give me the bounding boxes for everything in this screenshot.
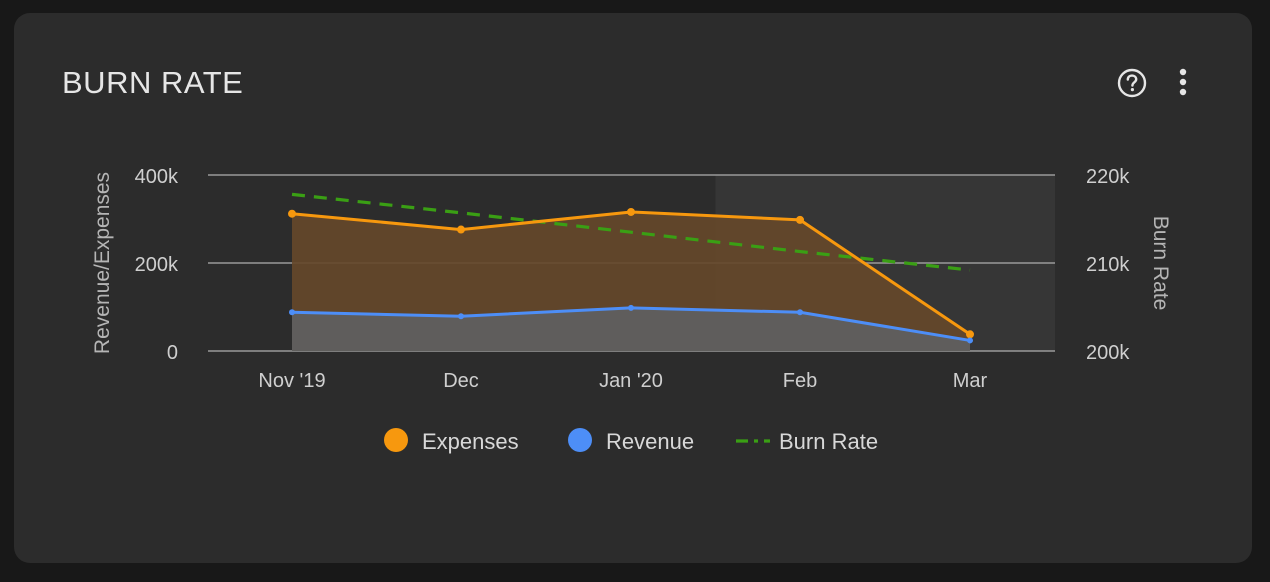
burn-rate-line	[291, 192, 971, 272]
y-left-axis-title: Revenue/Expenses	[91, 172, 114, 354]
card-title: BURN RATE	[62, 65, 244, 100]
y-right-tick-label: 200k	[1086, 342, 1130, 364]
revenue-point	[967, 337, 973, 344]
expenses-point	[796, 215, 804, 224]
legend-expenses-marker	[384, 428, 408, 452]
y-right-tick-label: 210k	[1086, 254, 1130, 276]
revenue-point	[458, 313, 464, 320]
y-left-tick-label: 200k	[135, 254, 179, 276]
revenue-point	[628, 304, 634, 311]
y-left-tick-label: 400k	[135, 166, 179, 188]
legend-burn-rate-label: Burn Rate	[779, 429, 878, 454]
y-left-tick-label: 0	[167, 342, 178, 364]
y-right-axis-title: Burn Rate	[1149, 216, 1172, 311]
x-tick-label: Nov '19	[258, 370, 325, 392]
revenue-point	[797, 309, 803, 316]
x-tick-label: Mar	[953, 370, 988, 392]
x-tick-label: Feb	[783, 370, 817, 392]
y-right-tick-label: 220k	[1086, 166, 1130, 188]
legend-revenue-label: Revenue	[606, 429, 694, 454]
expenses-point	[288, 209, 296, 218]
expenses-point	[627, 207, 635, 216]
expenses-point	[966, 330, 974, 339]
legend-revenue-marker	[568, 428, 592, 452]
revenue-point	[289, 309, 295, 316]
legend-expenses-label: Expenses	[422, 429, 519, 454]
help-icon[interactable]	[1116, 67, 1148, 99]
x-tick-label: Jan '20	[599, 370, 663, 392]
expenses-point	[457, 225, 465, 234]
more-vertical-icon[interactable]	[1172, 67, 1194, 99]
x-tick-label: Dec	[443, 370, 479, 392]
